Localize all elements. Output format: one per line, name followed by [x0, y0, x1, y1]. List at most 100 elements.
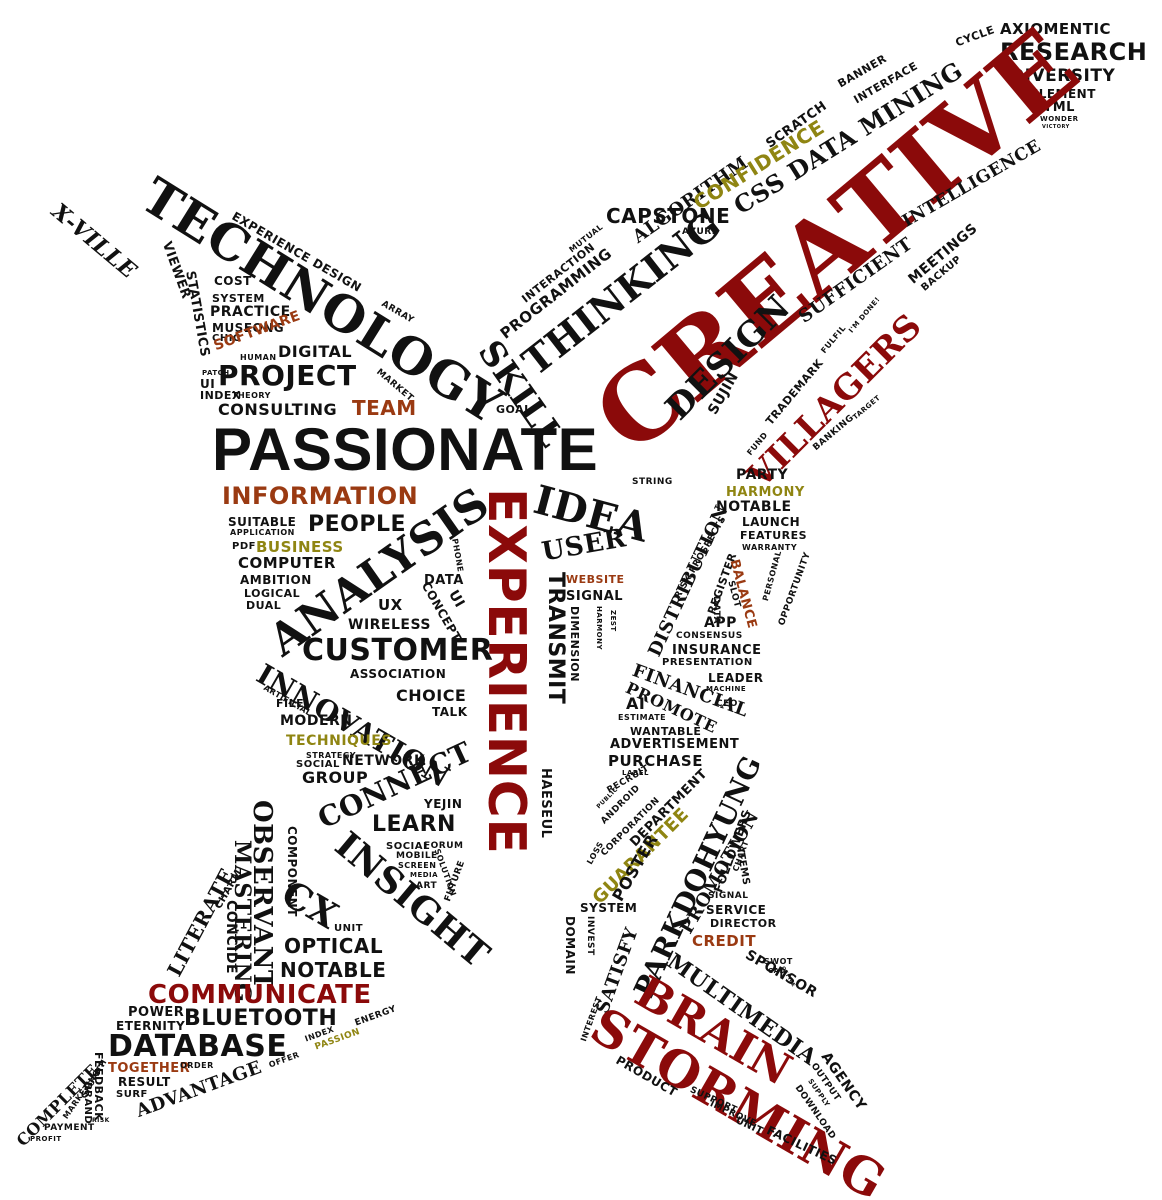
word-customer: CUSTOMER: [302, 633, 494, 668]
word-features: FEATURES: [740, 529, 808, 542]
word-pdf: PDF: [232, 541, 256, 552]
word-app: APP: [704, 615, 737, 631]
word-ambition: AMBITION: [240, 573, 312, 587]
word-html: HTML: [1032, 100, 1075, 115]
word-theory: THEORY: [232, 391, 271, 400]
word-zest: ZEST: [609, 610, 617, 632]
word-signal2: SIGNAL: [708, 891, 749, 901]
word-profit: PROFIT: [30, 1135, 62, 1143]
word-art: ART: [416, 881, 438, 891]
word-screen: SCREEN: [398, 861, 437, 870]
word-bluetooth: BLUETOOTH: [184, 1006, 338, 1031]
word-consensus: CONSENSUS: [676, 631, 743, 641]
word-launch: LAUNCH: [742, 515, 801, 529]
word-fulfil: FULFIL: [819, 323, 848, 356]
word-practice: PRACTICE: [210, 304, 291, 320]
word-techniques: TECHNIQUES: [286, 733, 392, 749]
word-invest: INVEST: [585, 916, 595, 956]
word-optical: OPTICAL: [284, 934, 384, 958]
word-group: GROUP: [302, 768, 369, 787]
word-system: SYSTEM: [212, 292, 265, 305]
word-transmit: TRANSMIT: [543, 572, 568, 705]
word-association: ASSOCIATION: [350, 667, 447, 681]
word-ui2: UI: [445, 587, 468, 611]
word-service: SERVICE: [706, 903, 767, 917]
word-signal: SIGNAL: [566, 589, 624, 604]
word-dual: DUAL: [246, 599, 282, 612]
word-axiomentic: AXIOMENTIC: [1000, 20, 1112, 38]
word-database: DATABASE: [108, 1029, 288, 1064]
word-dimension: DIMENSION: [568, 606, 581, 682]
word-digital: DIGITAL: [278, 342, 353, 361]
word-goal: GOAL: [496, 403, 532, 416]
word-modern: MODERN: [280, 713, 353, 729]
word-museong: MUSEONG: [212, 321, 285, 335]
word-experience: EXPERIENCE: [476, 488, 536, 855]
word-domain: DOMAIN: [563, 916, 577, 975]
word-wonder: WONDER: [1040, 115, 1079, 123]
word-application: APPLICATION: [230, 528, 295, 537]
word-team: TEAM: [352, 396, 417, 420]
word-talk: TALK: [432, 705, 468, 719]
word-wireless: WIRELESS: [348, 617, 432, 633]
word-harmony-small: HARMONY: [595, 606, 603, 651]
word-ui: UI: [200, 377, 216, 391]
word-ux: UX: [378, 596, 403, 614]
word-notable: NOTABLE: [280, 958, 387, 982]
word-insurance: INSURANCE: [672, 643, 762, 658]
word-surf: SURF: [116, 1089, 148, 1100]
word-xville: X-VILLE: [46, 198, 142, 285]
word-swot: SWOT: [764, 957, 793, 966]
word-party: PARTY: [736, 467, 789, 483]
word-unit: UNIT: [334, 923, 364, 934]
word-warranty: WARRANTY: [742, 543, 798, 552]
word-ceo: CEO: [716, 699, 738, 709]
word-statistics: STATISTICS: [182, 269, 213, 359]
word-victory: VICTORY: [1042, 124, 1070, 130]
word-element: ELEMENT: [1030, 87, 1096, 101]
word-leader: LEADER: [708, 671, 764, 685]
word-notable2: NOTABLE: [716, 499, 792, 515]
word-patch: PATCH: [202, 369, 230, 377]
word-business: BUSINESS: [256, 538, 344, 556]
word-logical: LOGICAL: [244, 587, 301, 600]
word-website: WEBSITE: [566, 573, 625, 586]
word-label: LABEL: [622, 769, 649, 777]
word-information: INFORMATION: [222, 482, 419, 510]
word-data: DATA: [424, 573, 464, 588]
word-mobile: MOBILE: [396, 851, 438, 861]
word-passionate: PASSIONATE: [212, 416, 599, 483]
word-choice: CHOICE: [396, 686, 467, 705]
word-director: DIRECTOR: [710, 917, 777, 930]
word-order: ORDER: [180, 1061, 214, 1070]
word-yejin: YEJIN: [424, 797, 463, 811]
word-learn: LEARN: [372, 812, 456, 837]
word-advertisement: ADVERTISEMENT: [610, 737, 740, 752]
word-suitable: SUITABLE: [228, 515, 297, 529]
word-social: SOCIAL: [296, 759, 340, 770]
word-result: RESULT: [118, 1075, 171, 1089]
word-cost: COST: [214, 274, 252, 288]
word-opportunity: OPPORTUNITY: [777, 550, 813, 628]
word-communicate: COMMUNICATE: [148, 980, 372, 1010]
word-presentation: PRESENTATION: [662, 657, 753, 668]
word-ai: AI: [626, 694, 646, 713]
word-consulting: CONSULTING: [218, 400, 338, 419]
word-items: ITEMS: [734, 847, 752, 887]
word-people: PEOPLE: [308, 512, 407, 537]
word-network: NETWORK: [342, 753, 426, 769]
word-payment: PAYMENT: [44, 1123, 95, 1133]
word-chic: CHIC: [212, 333, 241, 344]
word-machine: MACHINE: [706, 685, 747, 693]
word-user: USER: [539, 523, 629, 568]
word-research: RESEARCH: [1000, 38, 1148, 66]
word-project: PROJECT: [218, 359, 357, 392]
word-diversity: DIVERSITY: [1010, 66, 1116, 86]
word-power: POWER: [128, 1005, 185, 1020]
word-credit: CREDIT: [692, 932, 757, 950]
word-capstone: CAPSTONE: [606, 204, 731, 228]
word-forum: FORUM: [424, 841, 464, 851]
word-purchase: PURCHASE: [608, 752, 703, 770]
word-concide: CONCIDE: [223, 900, 239, 975]
